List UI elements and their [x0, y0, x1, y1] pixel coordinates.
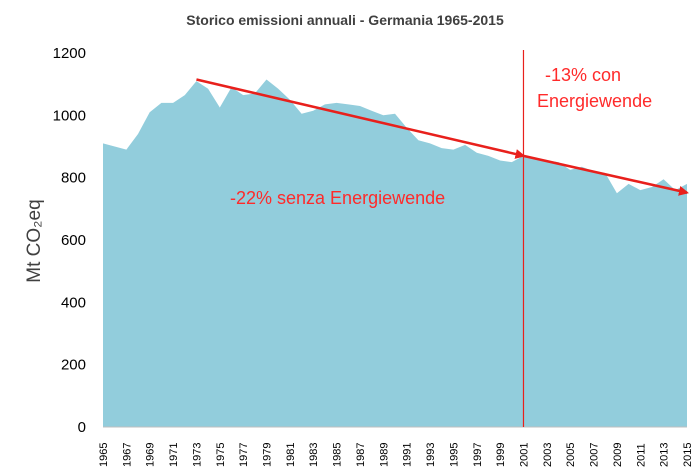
x-tick-label: 1995 [448, 443, 460, 467]
annotation-with-energiewende-line1: -13% con [545, 65, 621, 85]
annotation-without-energiewende: -22% senza Energiewende [230, 188, 445, 208]
y-tick-label: 800 [61, 170, 86, 187]
x-tick-label: 1997 [472, 443, 484, 467]
x-tick-label: 2015 [682, 443, 694, 467]
x-axis-ticks: 1965 1967 1969 1971 1973 1975 1977 1979 1981 1983… [98, 443, 694, 467]
x-tick-label: 1977 [238, 443, 250, 467]
y-tick-label: 0 [78, 419, 86, 436]
y-tick-label: 600 [61, 232, 86, 249]
x-tick-label: 2003 [542, 443, 554, 467]
x-tick-label: 1985 [332, 443, 344, 467]
trend-arrow-2001-2015 [523, 154, 689, 196]
x-tick-label: 2001 [518, 443, 530, 467]
chart-title: Storico emissioni annuali - Germania 196… [186, 12, 504, 28]
x-tick-label: 2007 [589, 443, 601, 467]
x-tick-label: 1969 [145, 443, 157, 467]
annotation-with-energiewende-line2: Energiewende [537, 91, 652, 111]
y-tick-label: 1200 [53, 45, 86, 62]
x-tick-label: 1975 [215, 443, 227, 467]
x-tick-label: 1993 [425, 443, 437, 467]
x-tick-label: 2009 [612, 443, 624, 467]
emissions-area [103, 79, 687, 427]
y-axis-label: Mt CO₂eq [24, 199, 45, 282]
x-tick-label: 1981 [285, 443, 297, 467]
y-axis-ticks: 0 200 400 600 800 1000 1200 [53, 45, 86, 436]
x-tick-label: 2005 [565, 443, 577, 467]
x-tick-label: 1983 [308, 443, 320, 467]
x-tick-label: 1989 [378, 443, 390, 467]
x-tick-label: 1967 [121, 443, 133, 467]
x-tick-label: 2011 [635, 443, 647, 467]
y-tick-label: 400 [61, 294, 86, 311]
trend-arrow-1973-2001 [196, 78, 526, 159]
x-tick-label: 1991 [402, 443, 414, 467]
x-tick-label: 1979 [262, 443, 274, 467]
x-tick-label: 1971 [168, 443, 180, 467]
x-tick-label: 1999 [495, 443, 507, 467]
x-tick-label: 1987 [355, 443, 367, 467]
y-tick-label: 200 [61, 357, 86, 374]
x-tick-label: 2013 [659, 443, 671, 467]
y-tick-label: 1000 [53, 107, 86, 124]
x-tick-label: 1965 [98, 443, 110, 467]
x-tick-label: 1973 [191, 443, 203, 467]
